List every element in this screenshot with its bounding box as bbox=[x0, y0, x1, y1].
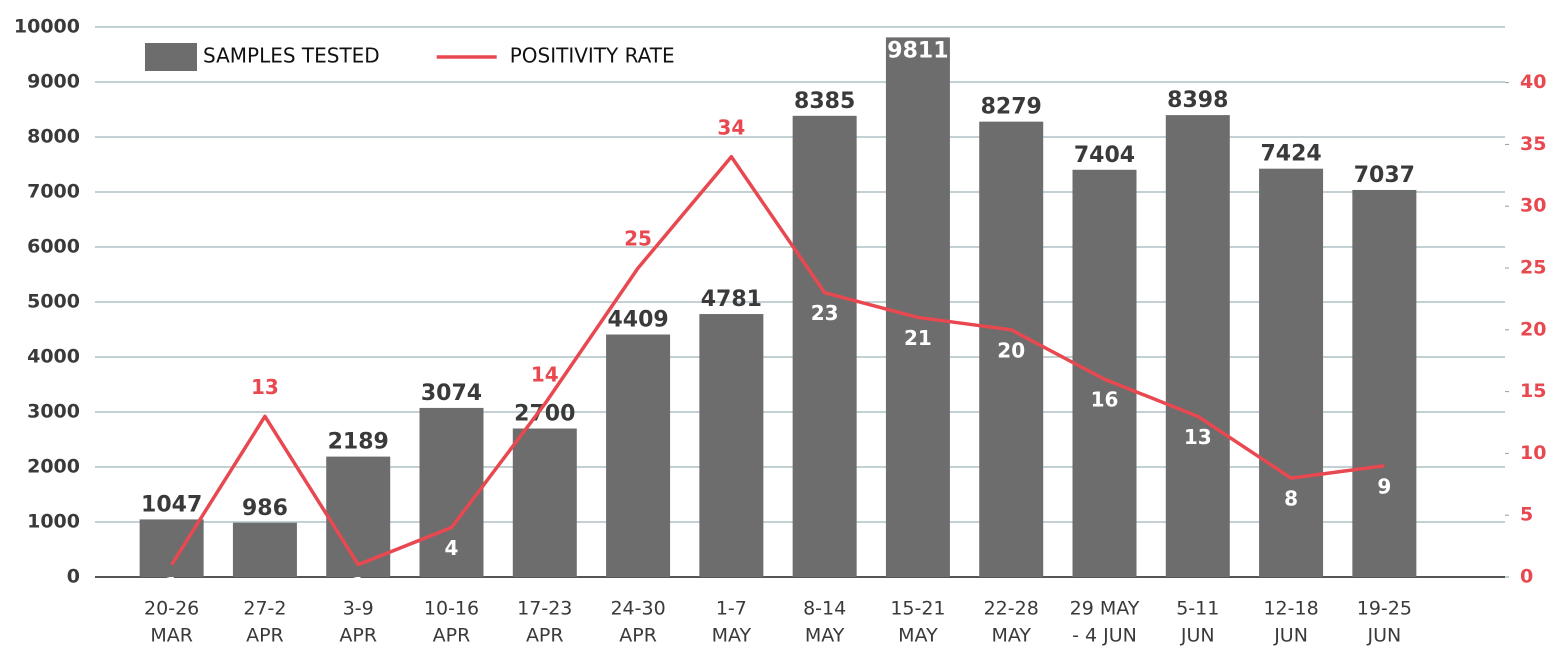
y2-tick-label: 25 bbox=[1520, 257, 1546, 279]
bar bbox=[232, 522, 297, 577]
bar bbox=[512, 428, 577, 577]
bar bbox=[792, 115, 857, 577]
y2-tick-label: 0 bbox=[1520, 566, 1533, 588]
line-label: 23 bbox=[811, 301, 839, 325]
y-tick-label: 7000 bbox=[27, 181, 80, 203]
x-tick-label: MAR bbox=[150, 625, 193, 647]
x-tick-label: 1-7 bbox=[716, 598, 747, 620]
line bbox=[170, 155, 1385, 567]
y-tick-label: 2000 bbox=[27, 456, 80, 478]
line-label: 9 bbox=[1377, 474, 1391, 498]
bar bbox=[885, 37, 950, 577]
bar bbox=[419, 407, 484, 577]
x-tick-label: 20-26 bbox=[144, 598, 199, 620]
x-tick-label: 5-11 bbox=[1176, 598, 1219, 620]
bar-label: 8279 bbox=[981, 95, 1042, 120]
bar bbox=[1352, 189, 1417, 577]
legend-swatch bbox=[145, 43, 197, 71]
y2-tick-label: 10 bbox=[1520, 442, 1546, 464]
x-tick-label: MAY bbox=[991, 625, 1031, 647]
y-tick-label: 4000 bbox=[27, 346, 80, 368]
y-tick-label: 1000 bbox=[27, 511, 80, 533]
x-tick-label: JUN bbox=[1273, 625, 1308, 647]
x-tick-label: 12-18 bbox=[1263, 598, 1318, 620]
x-tick-label: APR bbox=[526, 625, 564, 647]
y-tick-label: 9000 bbox=[27, 71, 80, 93]
y2-tick-label: 15 bbox=[1520, 380, 1546, 402]
y-tick-label: 8000 bbox=[27, 126, 80, 148]
x-tick-label: 10-16 bbox=[424, 598, 479, 620]
x-tick-label: - 4 JUN bbox=[1072, 625, 1137, 647]
x-tick-label: APR bbox=[246, 625, 284, 647]
bar-label: 2189 bbox=[328, 430, 389, 455]
x-tick-label: JUN bbox=[1180, 625, 1215, 647]
line-label: 1 bbox=[351, 573, 365, 597]
line-label: 25 bbox=[624, 227, 652, 251]
legend-label: POSITIVITY RATE bbox=[510, 44, 675, 68]
line-label: 14 bbox=[531, 362, 559, 386]
y-tick-label: 3000 bbox=[27, 401, 80, 423]
y2-tick-label: 5 bbox=[1520, 504, 1533, 526]
bar-label: 3074 bbox=[421, 381, 482, 406]
x-tick-label: 27-2 bbox=[243, 598, 286, 620]
bar-label: 986 bbox=[242, 496, 288, 521]
y2-tick-label: 20 bbox=[1520, 318, 1546, 340]
x-tick-label: 17-23 bbox=[517, 598, 572, 620]
y-tick-label: 10000 bbox=[14, 16, 80, 38]
x-tick-label: APR bbox=[339, 625, 377, 647]
bar-label: 7037 bbox=[1354, 163, 1415, 188]
line-label: 1 bbox=[165, 573, 179, 597]
bar-label: 8398 bbox=[1167, 88, 1228, 113]
bar-label: 8385 bbox=[794, 89, 855, 114]
y2-tick-label: 40 bbox=[1520, 71, 1546, 93]
y-tick-label: 6000 bbox=[27, 236, 80, 258]
legend-label: SAMPLES TESTED bbox=[203, 44, 380, 68]
bar-label: 9811 bbox=[887, 38, 948, 63]
x-tick-label: 15-21 bbox=[890, 598, 945, 620]
x-tick-label: JUN bbox=[1366, 625, 1401, 647]
y2-tick-label: 35 bbox=[1520, 133, 1546, 155]
line-label: 8 bbox=[1284, 487, 1298, 511]
line-label: 4 bbox=[445, 536, 459, 560]
x-tick-label: 24-30 bbox=[610, 598, 665, 620]
bar bbox=[699, 314, 764, 577]
x-tick-label: 8-14 bbox=[803, 598, 846, 620]
y-tick-label: 0 bbox=[67, 566, 80, 588]
bar-label: 7424 bbox=[1260, 142, 1321, 167]
x-tick-label: APR bbox=[433, 625, 471, 647]
line-label: 16 bbox=[1091, 388, 1119, 412]
x-tick-label: 29 MAY bbox=[1070, 598, 1140, 620]
bar bbox=[1259, 168, 1324, 577]
x-tick-label: APR bbox=[619, 625, 657, 647]
y-tick-label: 5000 bbox=[27, 291, 80, 313]
x-tick-label: 19-25 bbox=[1357, 598, 1412, 620]
x-tick-label: MAY bbox=[805, 625, 845, 647]
x-tick-label: MAY bbox=[898, 625, 938, 647]
line-label: 20 bbox=[997, 338, 1025, 362]
bar bbox=[979, 121, 1044, 577]
line-label: 13 bbox=[251, 375, 279, 399]
bar bbox=[326, 456, 391, 577]
bar bbox=[1072, 169, 1137, 577]
bar bbox=[606, 334, 671, 577]
x-tick-label: 3-9 bbox=[343, 598, 374, 620]
line-label: 21 bbox=[904, 326, 932, 350]
bar-label: 4409 bbox=[607, 308, 668, 333]
x-tick-label: 22-28 bbox=[984, 598, 1039, 620]
bar-label: 1047 bbox=[141, 492, 202, 517]
x-tick-label: MAY bbox=[712, 625, 752, 647]
bar-label: 4781 bbox=[701, 287, 762, 312]
y2-tick-label: 30 bbox=[1520, 195, 1546, 217]
line-label: 34 bbox=[717, 115, 745, 139]
line-label: 13 bbox=[1184, 425, 1212, 449]
bar-label: 7404 bbox=[1074, 143, 1135, 168]
bar bbox=[1165, 115, 1230, 578]
